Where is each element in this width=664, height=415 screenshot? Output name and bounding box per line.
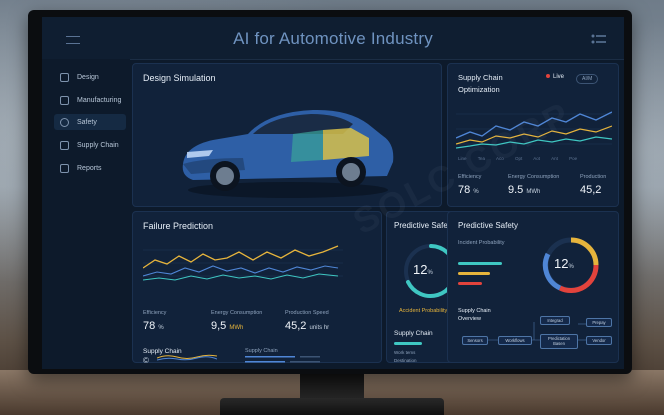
flow-node-prepay[interactable]: Prepay — [586, 318, 612, 328]
gauge-label: Accident Probability — [399, 308, 448, 314]
copyright-icon: © — [143, 356, 149, 365]
monitor-base — [220, 398, 444, 415]
flow-node-integrad[interactable]: Integrad — [540, 316, 570, 326]
top-bar: AI for Automotive Industry — [42, 17, 624, 60]
predictive-safety-overview-panel: Predictive Safety Incident Probability 1… — [447, 211, 619, 363]
supply-chain-label: Supply Chain — [143, 348, 182, 355]
sidebar: Design Manufacturing Safety Supply Chain… — [42, 59, 130, 369]
panel-title: Predictive Safety — [394, 221, 455, 230]
sidebar-item-design[interactable]: Design — [60, 69, 126, 85]
sidebar-item-label: Safety — [77, 118, 97, 126]
monitor-stand — [300, 370, 364, 400]
flow-node-workflows[interactable]: Workflows — [498, 336, 532, 346]
metric-value-efficiency: 78 % — [458, 184, 479, 196]
series-orange — [143, 245, 339, 269]
mode-pill[interactable]: AI/M — [576, 74, 599, 84]
sidebar-item-safety[interactable]: Safety — [54, 114, 126, 130]
metric-value-energy: 9,5 MWh — [211, 320, 244, 332]
panel-title-line1: Supply Chain — [458, 73, 503, 82]
supply-bars — [245, 356, 320, 363]
screen: AI for Automotive Industry Design Manufa… — [42, 17, 624, 369]
panel-title-line2: Optimization — [458, 85, 500, 94]
metric-label: Efficiency — [458, 174, 482, 180]
sidebar-item-label: Design — [77, 73, 99, 81]
sidebar-item-supply-chain[interactable]: Supply Chain — [60, 137, 126, 153]
gauge-value: 12% — [413, 262, 433, 277]
panel-title: Design Simulation — [143, 73, 216, 83]
supply-overview-title-line1: Supply Chain — [458, 308, 491, 314]
row-label: Destination — [394, 358, 417, 363]
metric-value-production: 45,2 — [580, 184, 602, 196]
live-dot-icon — [546, 74, 550, 78]
live-label: Live — [553, 74, 565, 80]
metric-label: Production — [580, 174, 607, 180]
sidebar-item-manufacturing[interactable]: Manufacturing — [60, 92, 126, 108]
incident-gauge — [542, 237, 599, 294]
flow-node-predictation[interactable]: Predictation Basen — [540, 334, 578, 349]
search-icon — [60, 117, 69, 127]
menu-icon[interactable] — [66, 36, 80, 44]
supply-overview-title-line2: Overview — [458, 316, 481, 322]
metric-label: Efficiency — [143, 310, 167, 316]
incident-bar — [458, 262, 502, 265]
sidebar-item-label: Reports — [77, 164, 102, 172]
panel-title: Predictive Safety — [458, 221, 519, 230]
series-teal — [456, 136, 612, 149]
gauge-value: 12% — [554, 256, 574, 271]
incident-label: Incident Probability — [458, 240, 505, 246]
metric-value-energy: 9.5 MWh — [508, 184, 541, 196]
report-icon — [60, 163, 69, 173]
flow-node-vendor[interactable]: Vendor — [586, 336, 612, 346]
truck-icon — [60, 140, 69, 150]
app-title: AI for Automotive Industry — [233, 29, 433, 48]
series-blue — [456, 111, 612, 139]
factory-icon — [60, 95, 69, 105]
metric-label: Production Speed — [285, 310, 329, 316]
series-blue — [143, 265, 339, 277]
series-teal — [143, 273, 339, 281]
failure-prediction-panel: Failure Prediction Efficiency 78 % Energ… — [132, 211, 382, 365]
supply-chain-optimization-panel: Supply Chain Optimization Live AI/M Line… — [447, 63, 619, 207]
supply-sparkline — [157, 354, 217, 361]
flow-node-sensors[interactable]: Sensors — [462, 336, 488, 346]
metric-value-production-speed: 45,2 units hr — [285, 320, 330, 332]
metric-label: Energy Consumption — [211, 310, 263, 316]
sidebar-item-reports[interactable]: Reports — [60, 160, 126, 176]
failure-line-chart — [143, 245, 343, 281]
progress-bar — [394, 342, 422, 345]
sidebar-item-label: Supply Chain — [77, 141, 119, 149]
live-badge: Live — [546, 74, 564, 80]
settings-icon[interactable] — [590, 33, 608, 45]
metric-value-efficiency: 78 % — [143, 320, 164, 332]
optimization-line-chart — [456, 111, 612, 149]
metric-label: Energy Consumption — [508, 174, 560, 180]
car-icon — [60, 72, 69, 82]
sidebar-item-label: Manufacturing — [77, 96, 122, 104]
incident-bar — [458, 272, 490, 275]
row-label: Work tems — [394, 350, 416, 355]
supply-chain-label-secondary: Supply Chain — [245, 348, 278, 354]
car-model-image — [182, 109, 394, 198]
panel-title: Failure Prediction — [143, 221, 214, 231]
series-orange — [456, 125, 612, 145]
design-simulation-panel: Design Simulation — [132, 63, 442, 207]
incident-bar — [458, 282, 482, 285]
x-axis-ticks: Line Tea Aco Opt Aot Ant Poe — [458, 156, 578, 161]
supply-chain-title: Supply Chain — [394, 330, 433, 337]
